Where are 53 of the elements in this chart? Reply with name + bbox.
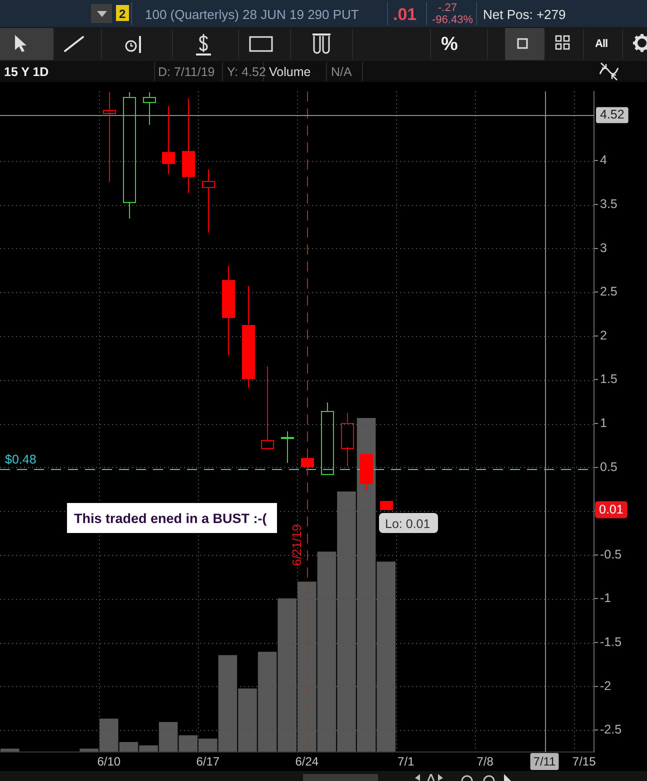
candlestick — [281, 430, 294, 464]
y-tick-label: 3.5 — [600, 196, 618, 211]
annotation: 0.01 — [599, 502, 624, 517]
candlestick — [222, 265, 235, 356]
text: D: 7/11/19 — [158, 65, 215, 79]
candlestick — [162, 106, 175, 174]
x-tick-label: 7/11 — [533, 754, 556, 769]
chart-title: 100 (Quarterlys) 28 JUN 19 290 PUT — [145, 7, 359, 22]
text: % — [441, 34, 458, 56]
x-tick-label: 6/17 — [196, 754, 220, 769]
chart-subtitle: 15 Y 1D — [4, 65, 49, 79]
y-tick-label: -2.5 — [600, 722, 622, 737]
x-tick-label: 7/15 — [572, 754, 596, 769]
candlestick — [202, 168, 215, 234]
y-tick-label: -2 — [600, 678, 612, 693]
y-tick-label: -1.5 — [600, 634, 622, 649]
ref-line-label: 4.52 — [600, 108, 624, 122]
y-tick-label: 4 — [600, 153, 607, 168]
bar — [0, 748, 20, 752]
text: -96.43% — [432, 14, 473, 26]
text: Y: 4.52 — [227, 65, 266, 79]
y-tick-label: -0.5 — [600, 547, 622, 562]
text: -.27 — [438, 2, 457, 14]
annotation: This traded ened in a BUST :-( — [74, 511, 267, 526]
text: N/A — [331, 65, 352, 79]
y-tick-label: 3 — [600, 240, 607, 255]
text: Volume — [269, 65, 311, 79]
ref-line-label: $0.48 — [5, 452, 36, 466]
y-tick-label: 2 — [600, 328, 607, 342]
candlestick — [341, 412, 354, 467]
x-tick-label: 6/24 — [295, 754, 319, 769]
x-tick-label: 7/8 — [476, 754, 494, 769]
y-tick-label: 1 — [600, 416, 607, 430]
text: 2 — [119, 7, 126, 21]
candlestick — [242, 285, 255, 388]
text: Net Pos: +279 — [483, 7, 566, 22]
text: All — [595, 38, 608, 50]
y-tick-label: 2.5 — [600, 284, 618, 299]
candlestick — [360, 454, 373, 491]
candlestick — [261, 366, 274, 449]
y-tick-label: 1.5 — [600, 372, 618, 386]
candlestick — [143, 92, 156, 126]
candlestick — [321, 402, 334, 475]
x-tick-label: 6/10 — [97, 754, 121, 769]
text: .01 — [393, 5, 417, 25]
y-tick-label: -1 — [600, 591, 612, 606]
candlestick — [123, 92, 136, 220]
x-tick-label: 7/1 — [398, 754, 415, 769]
candlestick — [103, 92, 116, 182]
annotation: Lo: 0.01 — [385, 517, 430, 531]
ref-line-label: 6/21/19 — [290, 524, 304, 566]
y-tick-label: 0.5 — [600, 460, 618, 474]
candlestick — [182, 98, 195, 194]
